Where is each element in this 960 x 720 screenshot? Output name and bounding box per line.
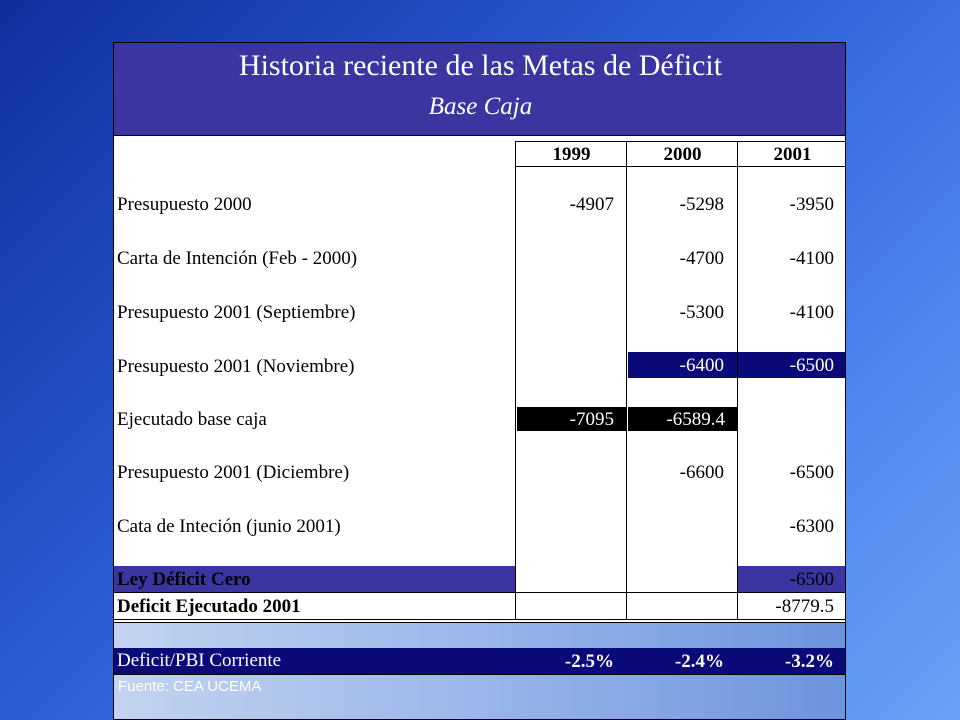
highlight-cell: -7095 [517, 407, 627, 431]
row-label: Ley Déficit Cero [117, 569, 251, 590]
row-label: Cata de Inteción (junio 2001) [117, 516, 341, 537]
grid-line [114, 622, 845, 623]
table-cell: -6300 [789, 516, 834, 537]
table-cell: -6500 [789, 569, 834, 590]
column-header-2000: 2000 [663, 144, 702, 165]
grid-line [114, 674, 845, 675]
source-note: Fuente: CEA UCEMA [118, 678, 262, 695]
table-slide: Historia reciente de las Metas de Défici… [113, 42, 846, 720]
page-subtitle: Base Caja [428, 93, 533, 120]
table-cell: -4700 [679, 248, 724, 269]
table-cell: -6500 [789, 462, 834, 483]
table-cell: -8779.5 [775, 596, 834, 617]
row-label: Ejecutado base caja [117, 409, 267, 430]
grid-line [737, 141, 738, 619]
deficit-table [114, 136, 845, 623]
column-header-1999: 1999 [552, 144, 591, 165]
row-label: Presupuesto 2000 [117, 194, 252, 215]
table-cell: -3950 [789, 194, 834, 215]
grid-line [516, 166, 845, 167]
grid-line [114, 592, 845, 593]
highlight-cell: -6400 [628, 352, 737, 378]
ratio-label: Deficit/PBI Corriente [117, 650, 282, 671]
grid-line [114, 619, 845, 620]
ratio-cell: -2.4% [674, 651, 724, 672]
row-label: Presupuesto 2001 (Diciembre) [117, 462, 350, 483]
grid-line [516, 141, 845, 142]
row-band [738, 566, 845, 592]
ratio-cell: -3.2% [784, 651, 834, 672]
row-label: Presupuesto 2001 (Septiembre) [117, 302, 356, 323]
highlight-cell: -6500 [738, 352, 845, 378]
table-cell: -4100 [789, 248, 834, 269]
table-cell: -6600 [679, 462, 724, 483]
table-cell: -5300 [679, 302, 724, 323]
table-cell: -5298 [679, 194, 724, 215]
table-cell: -4100 [789, 302, 834, 323]
row-label: Deficit Ejecutado 2001 [117, 596, 301, 617]
grid-line [515, 141, 516, 619]
title-band: Historia reciente de las Metas de Défici… [114, 43, 845, 136]
ratio-band [114, 648, 845, 674]
grid-line [626, 141, 627, 619]
table-cell: -4907 [569, 194, 614, 215]
column-header-2001: 2001 [773, 144, 812, 165]
row-label: Carta de Intención (Feb - 2000) [117, 248, 358, 269]
highlight-cell: -6589.4 [628, 407, 738, 431]
row-band [114, 566, 515, 592]
ratio-cell: -2.5% [564, 651, 614, 672]
page-title: Historia reciente de las Metas de Défici… [238, 49, 723, 82]
row-label: Presupuesto 2001 (Noviembre) [117, 356, 355, 377]
